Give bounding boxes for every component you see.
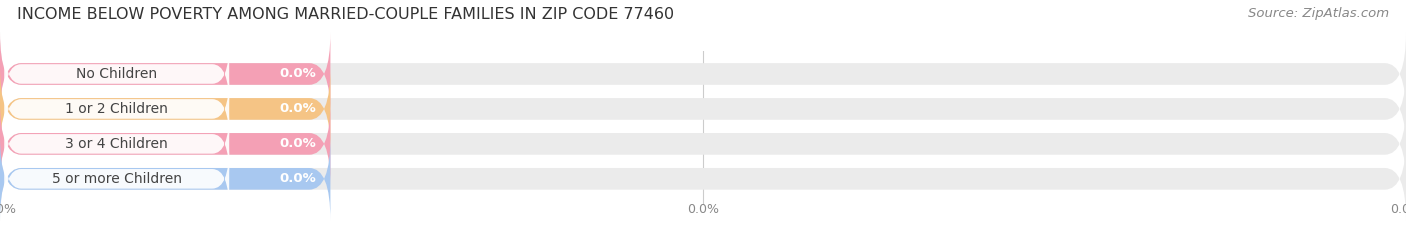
Text: 0.0%: 0.0% — [280, 68, 316, 80]
FancyBboxPatch shape — [0, 102, 1406, 185]
FancyBboxPatch shape — [4, 112, 229, 176]
Text: 0.0%: 0.0% — [688, 203, 718, 216]
Text: 0.0%: 0.0% — [280, 103, 316, 115]
Text: INCOME BELOW POVERTY AMONG MARRIED-COUPLE FAMILIES IN ZIP CODE 77460: INCOME BELOW POVERTY AMONG MARRIED-COUPL… — [17, 7, 673, 22]
Text: 3 or 4 Children: 3 or 4 Children — [65, 137, 169, 151]
Text: No Children: No Children — [76, 67, 157, 81]
Text: 0.0%: 0.0% — [280, 172, 316, 185]
FancyBboxPatch shape — [4, 147, 229, 211]
FancyBboxPatch shape — [0, 137, 330, 220]
Text: 0.0%: 0.0% — [280, 137, 316, 150]
Text: 0.0%: 0.0% — [0, 203, 15, 216]
Text: 1 or 2 Children: 1 or 2 Children — [65, 102, 169, 116]
Text: 5 or more Children: 5 or more Children — [52, 172, 181, 186]
FancyBboxPatch shape — [0, 67, 1406, 151]
FancyBboxPatch shape — [0, 137, 1406, 220]
Text: 0.0%: 0.0% — [1391, 203, 1406, 216]
FancyBboxPatch shape — [4, 77, 229, 141]
FancyBboxPatch shape — [0, 67, 330, 151]
FancyBboxPatch shape — [4, 42, 229, 106]
FancyBboxPatch shape — [0, 102, 330, 185]
FancyBboxPatch shape — [0, 32, 330, 116]
FancyBboxPatch shape — [0, 32, 1406, 116]
Text: Source: ZipAtlas.com: Source: ZipAtlas.com — [1249, 7, 1389, 20]
